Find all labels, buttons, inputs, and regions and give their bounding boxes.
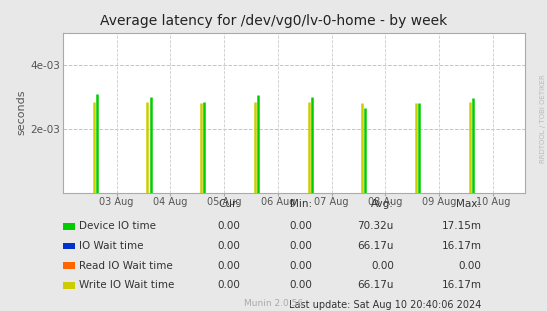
Text: 0.00: 0.00 (218, 280, 241, 290)
Text: Average latency for /dev/vg0/lv-0-home - by week: Average latency for /dev/vg0/lv-0-home -… (100, 14, 447, 28)
Text: IO Wait time: IO Wait time (79, 241, 144, 251)
Text: Munin 2.0.56: Munin 2.0.56 (244, 299, 303, 308)
Text: 17.15m: 17.15m (441, 221, 481, 231)
Text: 70.32u: 70.32u (358, 221, 394, 231)
Text: 0.00: 0.00 (371, 261, 394, 271)
Text: Max:: Max: (456, 199, 481, 209)
Text: Last update: Sat Aug 10 20:40:06 2024: Last update: Sat Aug 10 20:40:06 2024 (289, 300, 481, 310)
Text: Cur:: Cur: (219, 199, 241, 209)
Text: Avg:: Avg: (371, 199, 394, 209)
Text: Device IO time: Device IO time (79, 221, 156, 231)
Text: 66.17u: 66.17u (357, 280, 394, 290)
Text: 0.00: 0.00 (218, 221, 241, 231)
Text: 0.00: 0.00 (458, 261, 481, 271)
Text: 0.00: 0.00 (218, 241, 241, 251)
Text: 16.17m: 16.17m (441, 280, 481, 290)
Text: Read IO Wait time: Read IO Wait time (79, 261, 173, 271)
Text: 0.00: 0.00 (289, 221, 312, 231)
Text: 66.17u: 66.17u (357, 241, 394, 251)
Text: 0.00: 0.00 (289, 280, 312, 290)
Text: Min:: Min: (290, 199, 312, 209)
Text: 0.00: 0.00 (289, 261, 312, 271)
Text: Write IO Wait time: Write IO Wait time (79, 280, 174, 290)
Text: RRDTOOL / TOBI OETIKER: RRDTOOL / TOBI OETIKER (540, 74, 546, 163)
Text: 16.17m: 16.17m (441, 241, 481, 251)
Text: 0.00: 0.00 (218, 261, 241, 271)
Y-axis label: seconds: seconds (16, 90, 26, 136)
Text: 0.00: 0.00 (289, 241, 312, 251)
